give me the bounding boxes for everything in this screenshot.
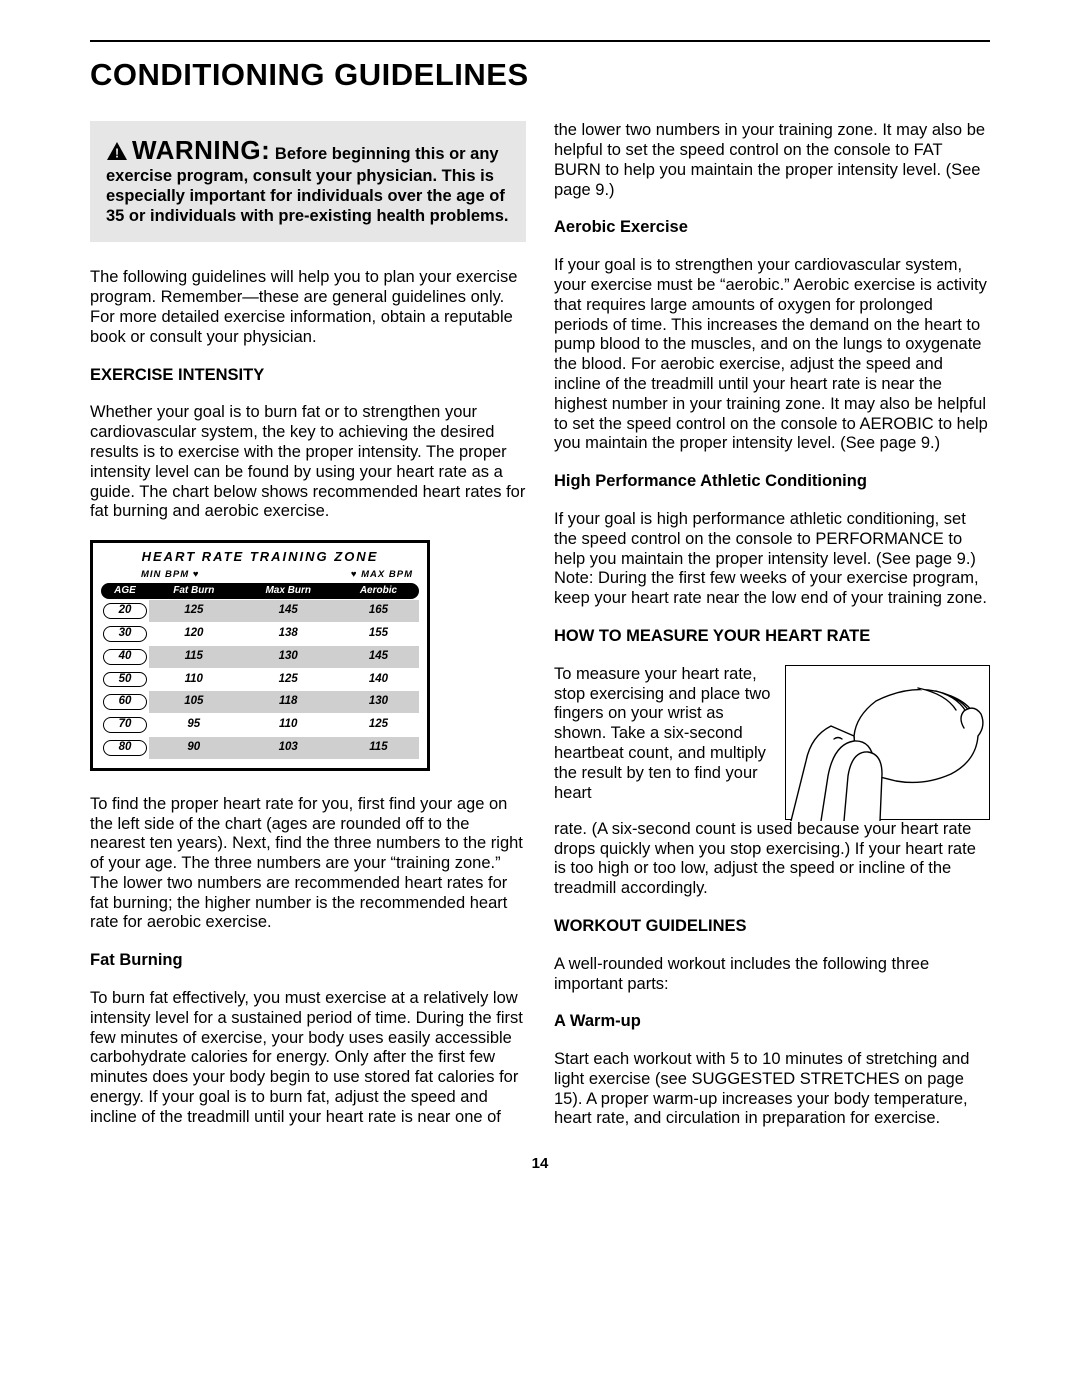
max-cell: 125 <box>239 669 338 691</box>
measure-block: To measure your heart rate, stop exercis… <box>554 665 990 820</box>
chart-row: 8090103115 <box>101 737 419 759</box>
chart-row: 50110125140 <box>101 669 419 691</box>
age-cell: 20 <box>101 600 149 622</box>
exercise-intensity-heading: EXERCISE INTENSITY <box>90 366 526 386</box>
warmup-heading: A Warm-up <box>554 1012 990 1032</box>
max-bpm-label: ♥ MAX BPM <box>351 569 413 580</box>
hiperf-p: If your goal is high performance athleti… <box>554 510 990 609</box>
col-age: AGE <box>101 583 149 599</box>
fat-cell: 95 <box>149 714 239 736</box>
warmup-p: Start each workout with 5 to 10 minutes … <box>554 1050 990 1129</box>
chart-table: AGE Fat Burn Max Burn Aerobic 2012514516… <box>101 582 419 760</box>
max-cell: 138 <box>239 623 338 645</box>
heart-icon: ♥ <box>351 569 358 580</box>
chart-subhead: MIN BPM ♥ ♥ MAX BPM <box>101 569 419 582</box>
chart-header-row: AGE Fat Burn Max Burn Aerobic <box>101 583 419 599</box>
chart-row: 60105118130 <box>101 691 419 713</box>
heart-icon: ♥ <box>193 569 200 580</box>
svg-text:!: ! <box>115 146 119 161</box>
wrist-illustration <box>785 665 990 820</box>
measure-heading: HOW TO MEASURE YOUR HEART RATE <box>554 627 990 647</box>
age-cell: 30 <box>101 623 149 645</box>
chart-row: 30120138155 <box>101 623 419 645</box>
aer-cell: 165 <box>338 600 419 622</box>
workout-p: A well-rounded workout includes the foll… <box>554 955 990 995</box>
aer-cell: 145 <box>338 646 419 668</box>
exercise-intensity-p2: To find the proper heart rate for you, f… <box>90 795 526 934</box>
col-aerobic: Aerobic <box>338 583 419 599</box>
top-rule <box>90 40 990 42</box>
heart-rate-chart: HEART RATE TRAINING ZONE MIN BPM ♥ ♥ MAX… <box>90 540 430 771</box>
aerobic-p: If your goal is to strengthen your cardi… <box>554 256 990 454</box>
col-maxburn: Max Burn <box>239 583 338 599</box>
exercise-intensity-p1: Whether your goal is to burn fat or to s… <box>90 403 526 522</box>
aer-cell: 155 <box>338 623 419 645</box>
age-cell: 80 <box>101 737 149 759</box>
page-title: CONDITIONING GUIDELINES <box>90 56 990 93</box>
aer-cell: 130 <box>338 691 419 713</box>
measure-p2: rate. (A six-second count is used becaus… <box>554 820 990 899</box>
aerobic-heading: Aerobic Exercise <box>554 218 990 238</box>
fat-burning-heading: Fat Burning <box>90 951 526 971</box>
max-cell: 103 <box>239 737 338 759</box>
workout-heading: WORKOUT GUIDELINES <box>554 917 990 937</box>
max-cell: 145 <box>239 600 338 622</box>
aer-cell: 125 <box>338 714 419 736</box>
warning-lead: WARNING: <box>132 135 270 165</box>
min-bpm-label: MIN BPM ♥ <box>141 569 199 580</box>
fat-cell: 110 <box>149 669 239 691</box>
warning-box: ! WARNING: Before beginning this or any … <box>90 121 526 242</box>
age-cell: 40 <box>101 646 149 668</box>
intro-paragraph: The following guidelines will help you t… <box>90 268 526 347</box>
fat-cell: 120 <box>149 623 239 645</box>
content-columns: ! WARNING: Before beginning this or any … <box>90 121 990 1129</box>
chart-row: 7095110125 <box>101 714 419 736</box>
chart-row: 20125145165 <box>101 600 419 622</box>
fat-cell: 125 <box>149 600 239 622</box>
fat-cell: 115 <box>149 646 239 668</box>
hiperf-heading: High Performance Athletic Conditioning <box>554 472 990 492</box>
max-cell: 118 <box>239 691 338 713</box>
age-cell: 60 <box>101 691 149 713</box>
chart-row: 40115130145 <box>101 646 419 668</box>
measure-p1: To measure your heart rate, stop exercis… <box>554 665 773 804</box>
aer-cell: 115 <box>338 737 419 759</box>
max-cell: 130 <box>239 646 338 668</box>
chart-title: HEART RATE TRAINING ZONE <box>101 549 419 565</box>
col-fatburn: Fat Burn <box>149 583 239 599</box>
max-cell: 110 <box>239 714 338 736</box>
fat-cell: 105 <box>149 691 239 713</box>
page-number: 14 <box>90 1155 990 1173</box>
age-cell: 50 <box>101 669 149 691</box>
warning-triangle-icon: ! <box>106 141 128 167</box>
aer-cell: 140 <box>338 669 419 691</box>
age-cell: 70 <box>101 714 149 736</box>
fat-cell: 90 <box>149 737 239 759</box>
